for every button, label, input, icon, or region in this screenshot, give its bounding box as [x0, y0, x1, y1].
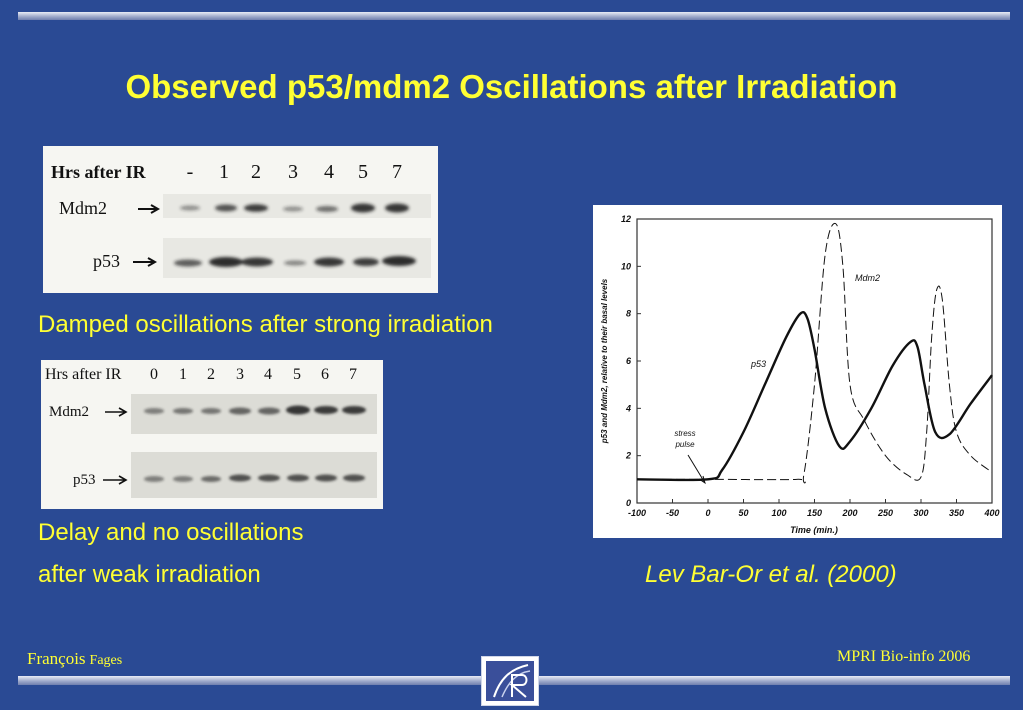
- blot1-lane-label: 2: [251, 161, 261, 183]
- y-tick-label: 0: [626, 498, 631, 508]
- western-blot-image-weak: Hrs after IR 0 1 2 3 4 5 6 7 Mdm2 p53: [41, 360, 383, 509]
- blot2-row-label-mdm2: Mdm2: [49, 404, 89, 420]
- blot2-lane-label: 0: [150, 366, 158, 383]
- blot2-arrow-p53: [103, 475, 128, 485]
- x-tick-label: -100: [628, 508, 646, 518]
- blot2-lane-labels: 0 1 2 3 4 5 6 7: [150, 366, 357, 383]
- blot1-lane-label: 3: [288, 161, 298, 183]
- oscillation-chart: -100 -50 0 50 100 150 200 250 300 350 400 0 2 4 6 8 10 12…: [593, 205, 1002, 538]
- caption-weak-irradiation-line2: after weak irradiation: [38, 561, 261, 588]
- x-tick-label: -50: [666, 508, 679, 518]
- x-tick-label: 0: [705, 508, 710, 518]
- footer-author-last: Fages: [89, 653, 123, 668]
- blot1-lane-label: 4: [324, 161, 334, 183]
- x-tick-label: 400: [983, 508, 999, 518]
- slide-title: Observed p53/mdm2 Oscillations after Irr…: [125, 68, 898, 105]
- y-tick-label: 12: [621, 214, 631, 224]
- x-tick-label: 200: [841, 508, 857, 518]
- blot2-lane-label: 6: [321, 366, 329, 383]
- blot1-lane-label: 7: [392, 161, 402, 183]
- y-tick-label: 8: [626, 309, 631, 319]
- x-tick-label: 100: [771, 508, 786, 518]
- stress-pulse-arrow: [687, 454, 706, 485]
- oscillation-chart-svg: -100 -50 0 50 100 150 200 250 300 350 400 0 2 4 6 8 10 12…: [600, 214, 1000, 535]
- x-axis-label: Time (min.): [790, 525, 838, 535]
- y-tick-label: 6: [626, 356, 632, 366]
- x-tick-label: 300: [913, 508, 928, 518]
- series-label-mdm2: Mdm2: [855, 273, 880, 283]
- blot2-mdm2-strip: [131, 394, 377, 434]
- caption-strong-irradiation: Damped oscillations after strong irradia…: [38, 311, 493, 338]
- footer-author-first: François: [27, 649, 86, 668]
- plot-frame: [636, 218, 993, 504]
- blot2-lane-label: 3: [236, 366, 244, 383]
- top-decorative-bar: [18, 12, 1010, 20]
- blot2-lane-label: 1: [179, 366, 187, 383]
- blot2-row-label-p53: p53: [73, 472, 96, 488]
- blot1-header-label: Hrs after IR: [51, 162, 147, 182]
- blot2-arrow-mdm2: [105, 407, 128, 417]
- blot2-lane-label: 2: [207, 366, 215, 383]
- x-tick-label: 250: [877, 508, 893, 518]
- series-line-mdm2: [637, 222, 993, 484]
- citation: Lev Bar-Or et al. (2000): [645, 561, 897, 588]
- footer-course: MPRI Bio-info 2006: [837, 648, 971, 665]
- stress-pulse-annotation: stress pulse: [674, 429, 695, 449]
- institution-logo: [481, 656, 539, 706]
- blot2-p53-strip: [131, 452, 377, 498]
- blot1-row-label-p53: p53: [93, 251, 120, 271]
- x-tick-label: 150: [807, 508, 822, 518]
- blot1-lane-label: -: [187, 161, 194, 183]
- x-tick-label: 50: [738, 508, 748, 518]
- blot2-header-label: Hrs after IR: [45, 366, 122, 383]
- y-tick-label: 4: [625, 403, 631, 413]
- blot1-lane-label: 5: [358, 161, 368, 183]
- footer-author: François Fages: [27, 649, 122, 669]
- caption-weak-irradiation-line1: Delay and no oscillations: [38, 519, 304, 546]
- blot2-lane-label: 4: [264, 366, 272, 383]
- blot1-arrow-p53: [133, 257, 158, 267]
- y-axis-label: p53 and Mdm2, relative to their basal le…: [600, 278, 609, 444]
- series-label-p53: p53: [750, 359, 766, 369]
- x-tick-label: 350: [949, 508, 964, 518]
- blot2-lane-label: 5: [293, 366, 301, 383]
- blot2-lane-label: 7: [349, 366, 357, 383]
- blot1-arrow-mdm2: [138, 204, 161, 214]
- y-tick-label: 2: [625, 451, 631, 461]
- y-tick-label: 10: [621, 261, 631, 271]
- series-line-p53: [636, 311, 993, 482]
- blot1-row-label-mdm2: Mdm2: [59, 198, 107, 218]
- blot1-lane-label: 1: [219, 161, 229, 183]
